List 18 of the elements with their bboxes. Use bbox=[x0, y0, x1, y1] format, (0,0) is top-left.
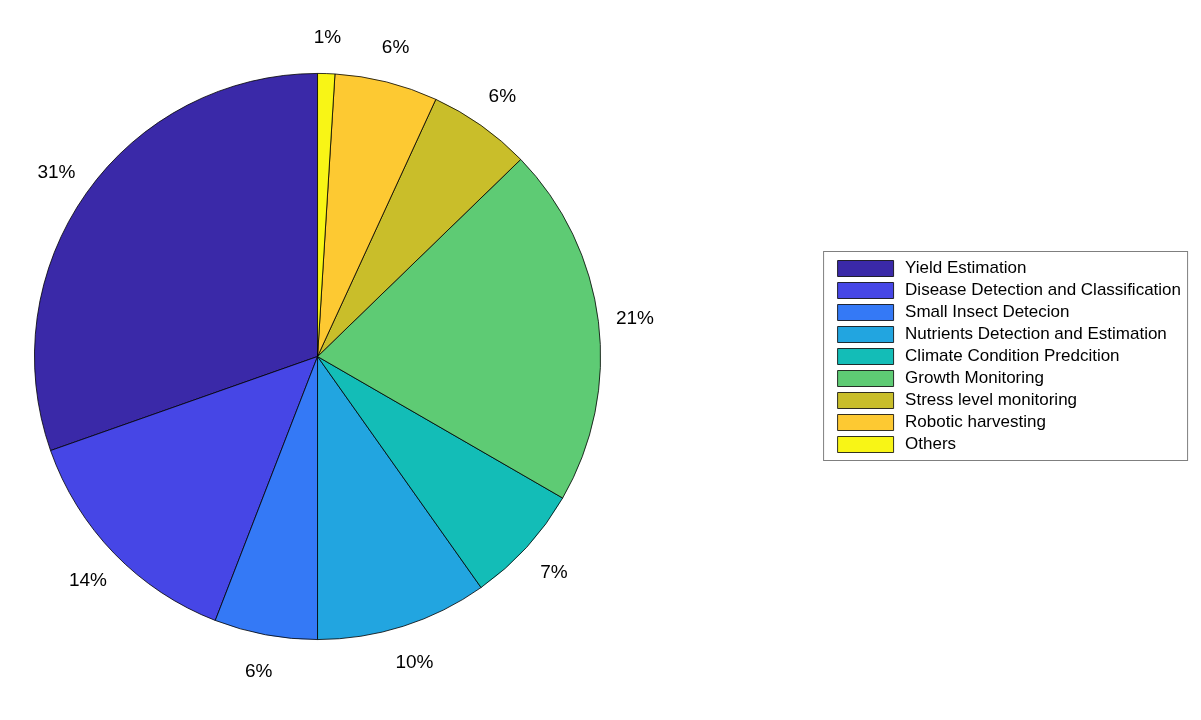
legend-label: Climate Condition Predcition bbox=[905, 346, 1120, 366]
data-label: 1% bbox=[313, 26, 342, 48]
data-label: 6% bbox=[381, 35, 410, 57]
data-label: 21% bbox=[615, 306, 655, 328]
legend-label: Disease Detection and Classification bbox=[905, 280, 1181, 300]
data-label: 10% bbox=[395, 650, 434, 672]
data-label: 6% bbox=[245, 660, 273, 682]
legend-label: Small Insect Detecion bbox=[905, 302, 1070, 322]
legend-label: Robotic harvesting bbox=[905, 412, 1046, 432]
data-label: 6% bbox=[488, 84, 517, 106]
legend-label: Growth Monitoring bbox=[905, 368, 1044, 388]
data-label: 7% bbox=[540, 561, 568, 583]
legend-label: Yield Estimation bbox=[905, 258, 1027, 278]
legend-label: Nutrients Detection and Estimation bbox=[905, 324, 1167, 344]
data-label: 31% bbox=[37, 161, 76, 183]
legend-label: Others bbox=[905, 434, 957, 454]
legend-label: Stress level monitoring bbox=[905, 390, 1078, 410]
data-label: 14% bbox=[68, 568, 108, 590]
